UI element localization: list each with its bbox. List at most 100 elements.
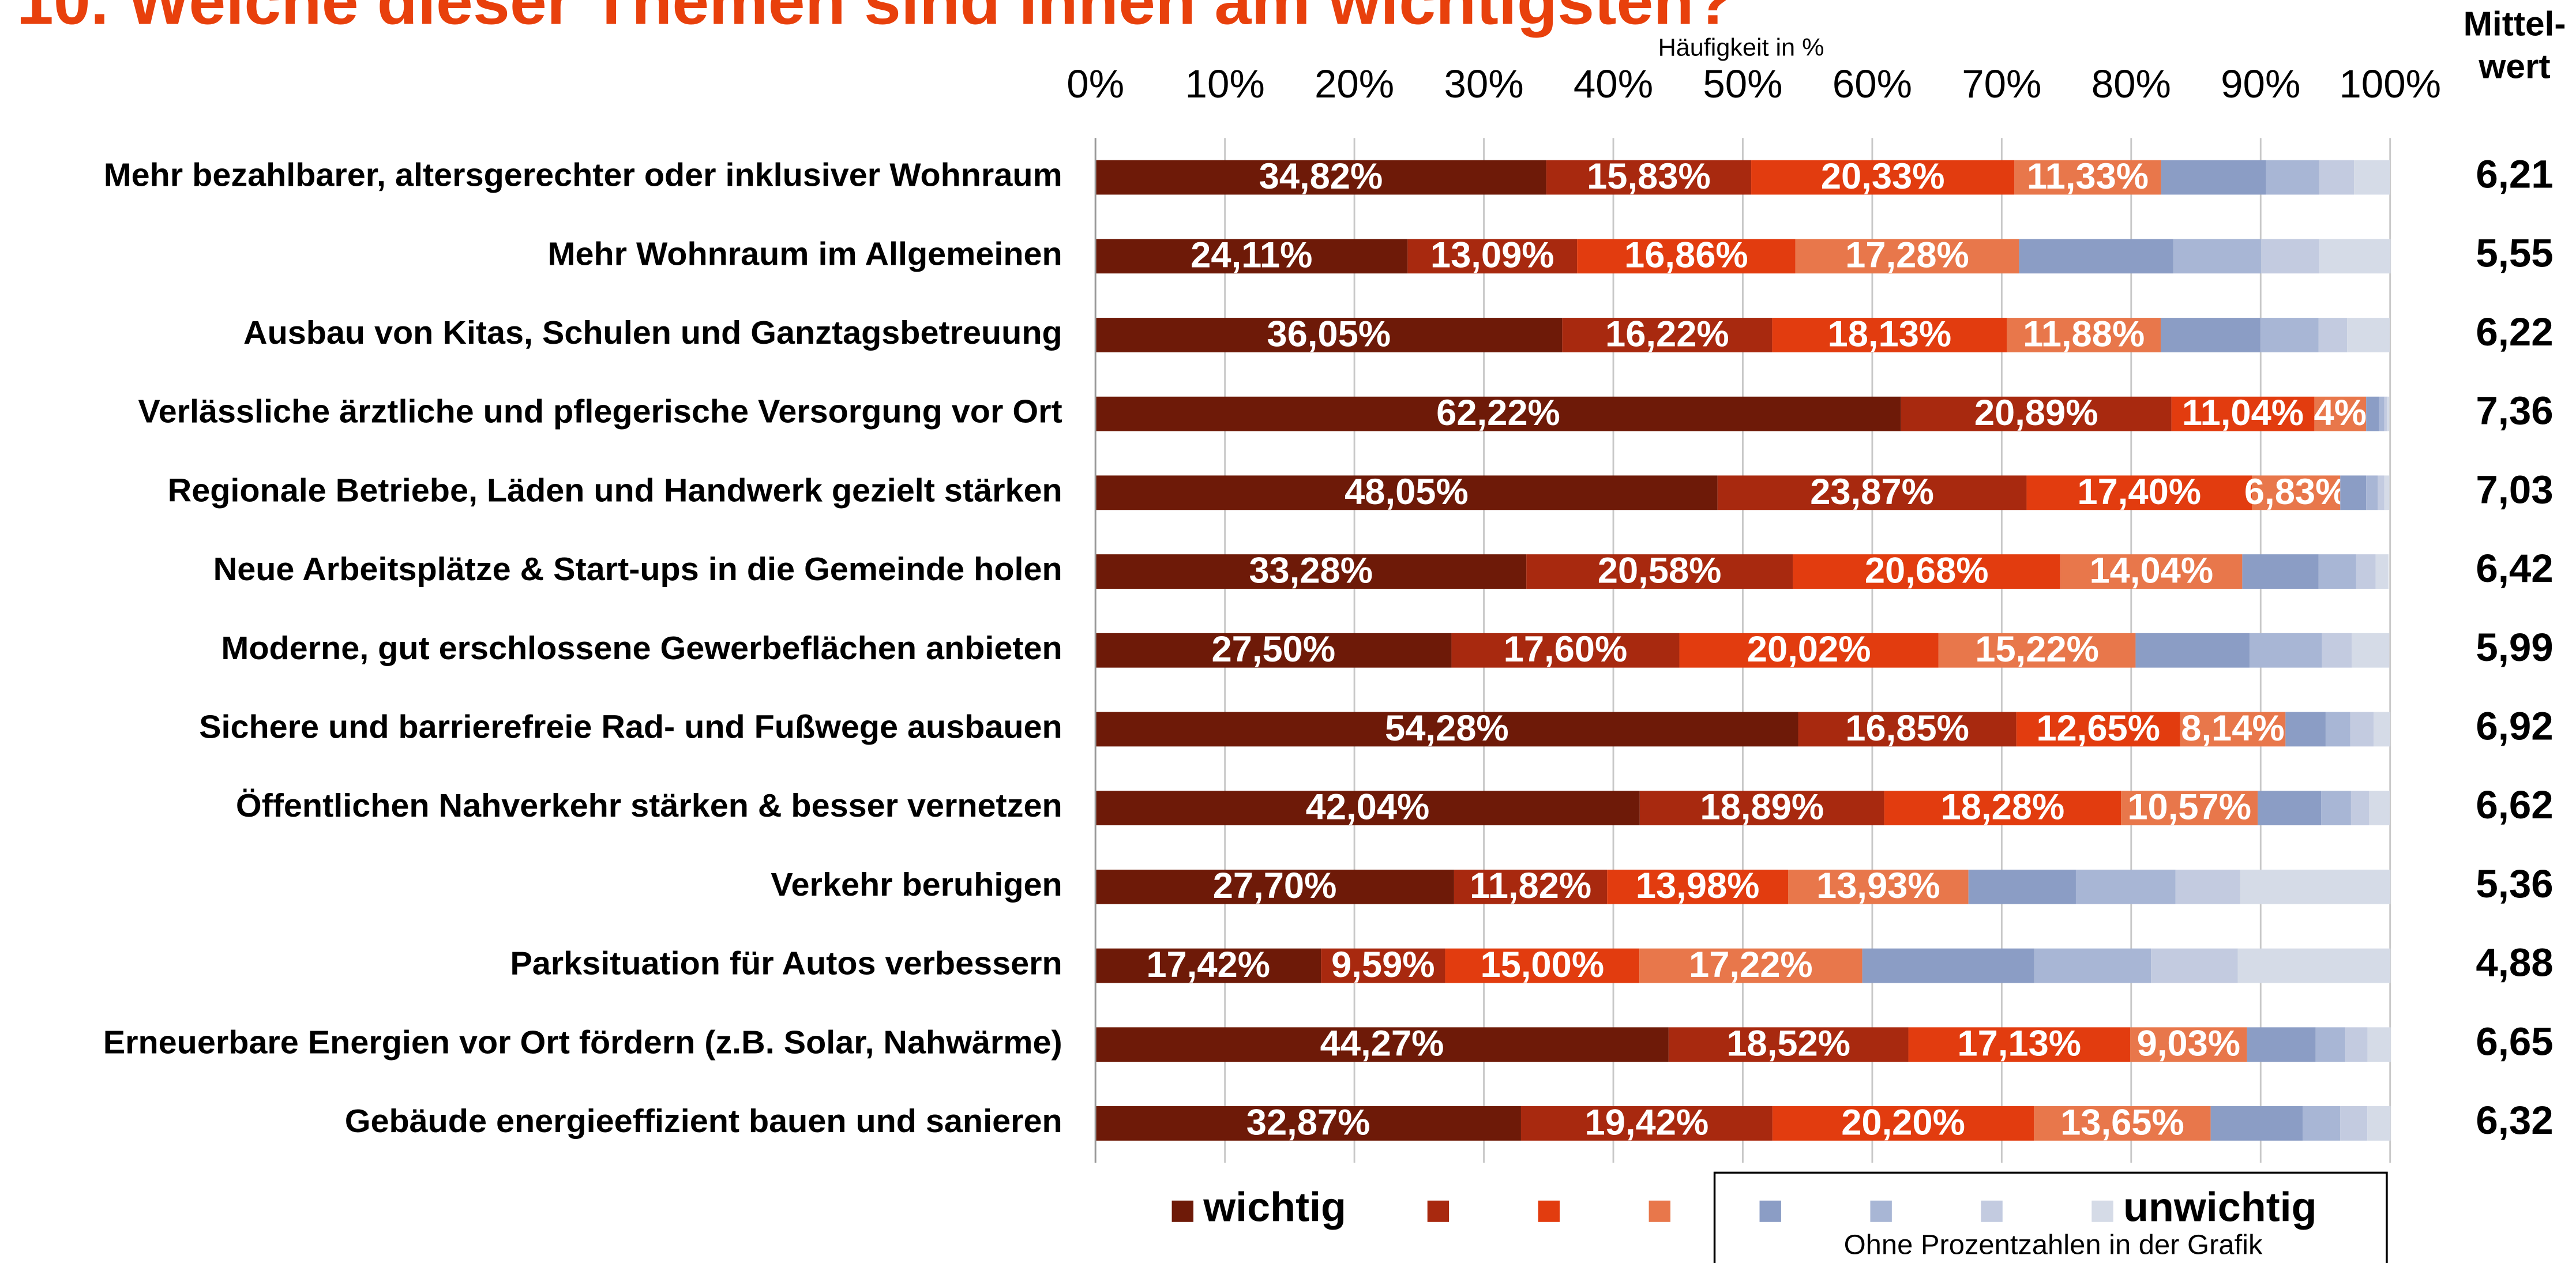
bar-segment — [2325, 712, 2350, 747]
bar-segment — [1938, 633, 2136, 668]
data-label: 17,22% — [1689, 945, 1813, 985]
x-tick-label: 70% — [1962, 62, 2041, 106]
data-label: 18,13% — [1828, 314, 1952, 355]
bar-segment — [1095, 633, 1452, 668]
bar-segment — [2260, 318, 2319, 352]
bar-segment — [2180, 712, 2286, 747]
bar-segment — [1095, 1106, 1521, 1141]
data-label: 4% — [2314, 393, 2367, 433]
mean-value: 6,22 — [2476, 310, 2553, 354]
bar-segment — [2266, 160, 2319, 195]
bar-segment — [1751, 160, 2015, 195]
data-label: 34,82% — [1259, 156, 1383, 197]
bar-segment — [1717, 475, 2027, 510]
bar-segment — [2026, 475, 2252, 510]
legend-swatch — [1649, 1200, 1670, 1222]
data-label: 15,22% — [1975, 629, 2099, 670]
bar-segment — [1095, 239, 1408, 274]
bar-segment — [1546, 160, 1752, 195]
x-tick-label: 0% — [1067, 62, 1124, 106]
category-label: Parksituation für Autos verbessern — [510, 945, 1062, 982]
bar-segment — [2315, 1027, 2346, 1062]
bar-segment — [2014, 160, 2161, 195]
bar-segment — [2350, 791, 2370, 826]
category-label: Mehr bezahlbarer, altersgerechter oder i… — [104, 157, 1062, 194]
data-label: 17,13% — [1957, 1024, 2081, 1064]
data-label: 36,05% — [1267, 314, 1391, 355]
data-label: 13,09% — [1430, 235, 1554, 276]
bar-segment — [2016, 712, 2180, 747]
data-label: 20,20% — [1841, 1103, 1965, 1143]
x-tick-label: 100% — [2339, 62, 2441, 106]
x-tick-label: 40% — [1574, 62, 1653, 106]
data-label: 9,03% — [2137, 1024, 2240, 1064]
bar-segment — [1562, 318, 1773, 352]
bar-segment — [1095, 791, 1640, 826]
bar-segment — [1639, 791, 1884, 826]
bar-segment — [2135, 633, 2250, 668]
category-label: Sichere und barrierefreie Rad- und Fußwe… — [199, 709, 1062, 746]
bar-segment — [2121, 791, 2258, 826]
category-label: Erneuerbare Energien vor Ort fördern (z.… — [103, 1024, 1062, 1061]
bar-segment — [2302, 1106, 2341, 1141]
bar-segment — [2251, 475, 2341, 510]
data-label: 17,60% — [1504, 629, 1628, 670]
bar-segment — [1526, 554, 1793, 589]
data-label: 62,22% — [1436, 393, 1560, 433]
bar-segment — [2378, 475, 2385, 510]
legend-swatch — [2091, 1200, 2113, 1222]
data-label: 20,33% — [1821, 156, 1945, 197]
bar-segment — [2261, 239, 2320, 274]
mean-value: 6,21 — [2476, 152, 2553, 197]
bar-segment — [2175, 869, 2241, 904]
data-label: 15,83% — [1587, 156, 1711, 197]
bar-segment — [2369, 791, 2390, 826]
bar-segment — [2237, 948, 2391, 983]
bar-segment — [1407, 239, 1578, 274]
legend-swatch — [1759, 1200, 1781, 1222]
bar-segment — [1095, 554, 1527, 589]
x-tick-label: 60% — [1833, 62, 1912, 106]
bar-segment — [2210, 1106, 2303, 1141]
x-tick-label: 50% — [1703, 62, 1782, 106]
bar-segment — [2345, 1027, 2368, 1062]
data-label: 13,93% — [1816, 866, 1940, 907]
legend-swatch — [1870, 1200, 1892, 1222]
data-label: 20,02% — [1747, 629, 1871, 670]
bar-segment — [2007, 318, 2161, 352]
bar-segment — [2321, 791, 2351, 826]
bar-segment — [2285, 712, 2326, 747]
bar-segment — [1451, 633, 1680, 668]
data-label: 44,27% — [1320, 1024, 1444, 1064]
bar-segment — [1772, 1106, 2034, 1141]
data-label: 17,42% — [1146, 945, 1270, 985]
bar-segment — [1577, 239, 1796, 274]
bar-segment — [1639, 948, 1862, 983]
data-label: 18,28% — [1941, 787, 2065, 828]
bar-segment — [1095, 869, 1454, 904]
bar-segment — [2352, 633, 2390, 668]
bar-segment — [2319, 239, 2391, 274]
data-label: 11,82% — [1470, 866, 1591, 907]
category-label: Regionale Betriebe, Läden und Handwerk g… — [168, 472, 1062, 509]
bar-segment — [2034, 1106, 2211, 1141]
bar-segment — [2075, 869, 2176, 904]
data-label: 18,52% — [1726, 1024, 1850, 1064]
mean-value: 6,32 — [2476, 1098, 2553, 1142]
bar-segment — [1901, 396, 2172, 431]
bar-segment — [2019, 239, 2173, 274]
data-label: 17,28% — [1845, 235, 1969, 276]
data-label: 13,98% — [1636, 866, 1760, 907]
bar-segment — [2373, 712, 2391, 747]
bar-segment — [2322, 633, 2352, 668]
bar-segment — [1968, 869, 2076, 904]
bar-segment — [2387, 396, 2390, 431]
bar-segment — [1772, 318, 2007, 352]
bar-segment — [1454, 869, 1608, 904]
x-tick-label: 90% — [2221, 62, 2300, 106]
x-tick-label: 80% — [2091, 62, 2171, 106]
x-tick-label: 20% — [1315, 62, 1394, 106]
data-label: 11,33% — [2027, 156, 2149, 197]
bar-segment — [2340, 1106, 2368, 1141]
